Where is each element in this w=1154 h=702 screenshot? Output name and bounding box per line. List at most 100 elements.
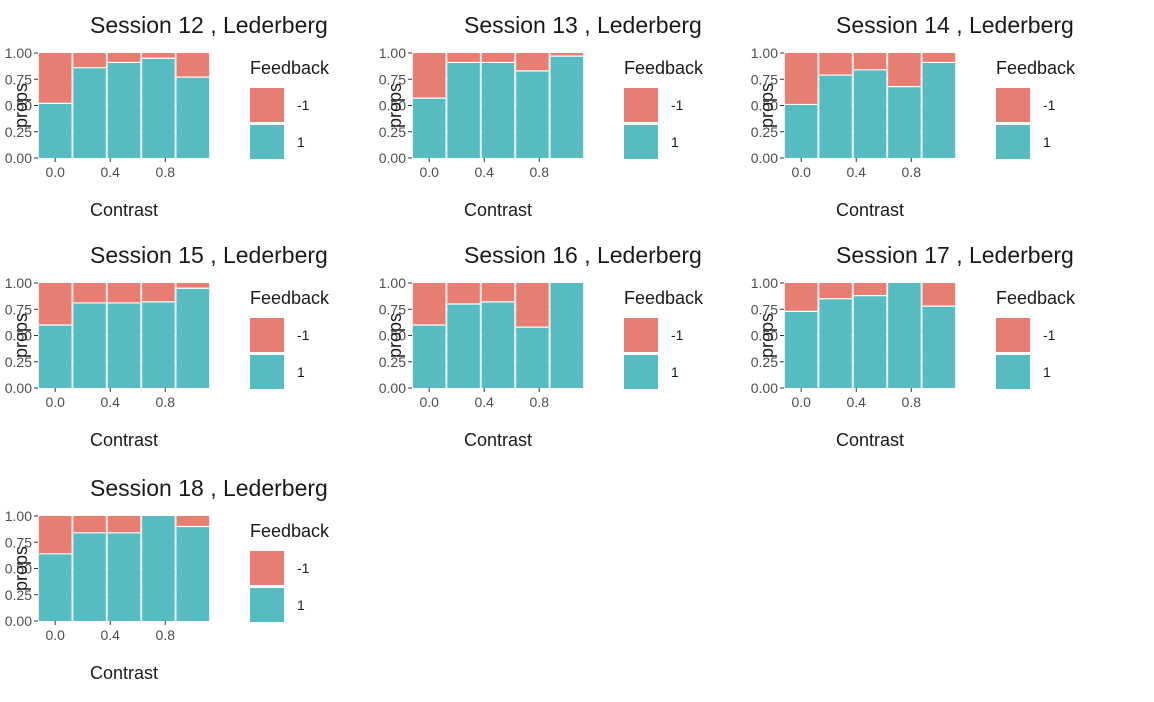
x-tick-label: 0.8 [530,164,550,180]
bar-feedback-1 [413,325,446,388]
legend-key [250,125,284,159]
y-tick-label: 0.25 [5,354,32,370]
legend-label: 1 [671,364,679,380]
bar-feedback-neg1 [922,53,955,63]
bar-feedback-1 [447,304,480,388]
legend-key [250,588,284,622]
legend-label: 1 [1043,364,1051,380]
bar-feedback-1 [142,301,175,388]
bar-feedback-1 [785,104,818,158]
bar-feedback-1 [176,288,209,388]
y-axis-title: props [385,83,405,128]
bar-feedback-1 [853,295,887,388]
panel-title: Session 17 , Lederberg [836,242,1074,268]
y-tick-label: 1.00 [5,45,32,61]
bar-feedback-1 [853,69,887,158]
x-axis-title: Contrast [90,663,158,683]
bar-feedback-1 [39,103,72,158]
legend-title: Feedback [250,521,330,541]
x-tick-label: 0.8 [902,164,922,180]
y-tick-label: 0.75 [5,301,32,317]
x-tick-label: 0.4 [101,627,121,643]
y-axis-title: props [11,83,31,128]
y-tick-label: 0.25 [5,124,32,140]
bar-feedback-neg1 [922,283,955,307]
legend-key [624,355,658,389]
bar-feedback-1 [550,56,583,158]
y-tick-label: 0.75 [751,71,778,87]
bar-feedback-1 [785,311,818,388]
bar-feedback-neg1 [176,283,209,289]
panel-2: Session 13 , Lederberg 0.00 0.25 0.50 0.75 1.… [379,12,704,220]
y-tick-label: 0.00 [5,613,32,629]
bar-feedback-1 [176,77,209,158]
x-tick-label: 0.0 [419,164,439,180]
y-tick-label: 0.50 [379,328,406,344]
bar-feedback-1 [73,302,106,388]
y-tick-label: 0.50 [751,328,778,344]
x-axis-title: Contrast [90,430,158,450]
bar-feedback-1 [516,70,549,158]
bar-feedback-neg1 [481,283,515,302]
legend-label: -1 [297,97,310,113]
bar-feedback-1 [481,301,515,388]
bar-feedback-neg1 [785,283,818,312]
bar-feedback-neg1 [413,53,446,99]
y-axis-title: props [11,546,31,591]
panel-title: Session 14 , Lederberg [836,12,1074,38]
y-axis-title: props [757,313,777,358]
y-axis-title: props [757,83,777,128]
y-tick-label: 1.00 [379,45,406,61]
x-tick-label: 0.4 [847,164,867,180]
legend-key [624,125,658,159]
y-tick-label: 0.25 [379,354,406,370]
y-tick-label: 0.75 [5,71,32,87]
legend-label: 1 [671,134,679,150]
bar-feedback-neg1 [39,516,72,554]
y-tick-label: 0.00 [751,150,778,166]
bar-feedback-1 [107,532,141,621]
y-tick-label: 0.25 [379,124,406,140]
panel-title: Session 13 , Lederberg [464,12,702,38]
bar-feedback-neg1 [447,283,480,304]
bar-feedback-neg1 [73,283,106,303]
y-tick-label: 0.50 [5,561,32,577]
bar-feedback-neg1 [853,53,887,70]
x-axis-title: Contrast [464,430,532,450]
legend-key [624,318,658,352]
y-axis-title: props [385,313,405,358]
x-tick-label: 0.0 [419,394,439,410]
x-axis-title: Contrast [464,200,532,220]
legend-key [996,125,1030,159]
panel-5: Session 16 , Lederberg 0.00 0.25 0.50 0.75 1.… [379,242,704,450]
panel-3: Session 14 , Lederberg 0.00 0.25 0.50 0.75 1.… [751,12,1076,220]
y-tick-label: 1.00 [379,275,406,291]
x-tick-label: 0.8 [156,394,176,410]
bar-feedback-1 [516,327,549,388]
bar-feedback-1 [142,58,175,158]
y-tick-label: 0.50 [5,328,32,344]
bar-feedback-neg1 [481,53,515,63]
legend-label: -1 [671,327,684,343]
x-axis-title: Contrast [836,200,904,220]
legend-label: 1 [297,134,305,150]
y-axis-title: props [11,313,31,358]
bar-feedback-neg1 [176,516,209,527]
panel-title: Session 16 , Lederberg [464,242,702,268]
x-tick-label: 0.0 [791,394,811,410]
x-tick-label: 0.4 [101,164,121,180]
legend-key [250,355,284,389]
bar-feedback-neg1 [413,283,446,325]
bar-feedback-neg1 [39,53,72,104]
legend-title: Feedback [624,58,704,78]
legend-label: -1 [1043,97,1056,113]
bar-feedback-1 [888,283,921,388]
bar-feedback-1 [413,98,446,158]
bar-feedback-neg1 [107,53,141,63]
bar-feedback-neg1 [107,516,141,533]
legend-title: Feedback [996,288,1076,308]
x-tick-label: 0.0 [45,627,65,643]
legend-title: Feedback [250,58,330,78]
bar-feedback-neg1 [73,53,106,68]
